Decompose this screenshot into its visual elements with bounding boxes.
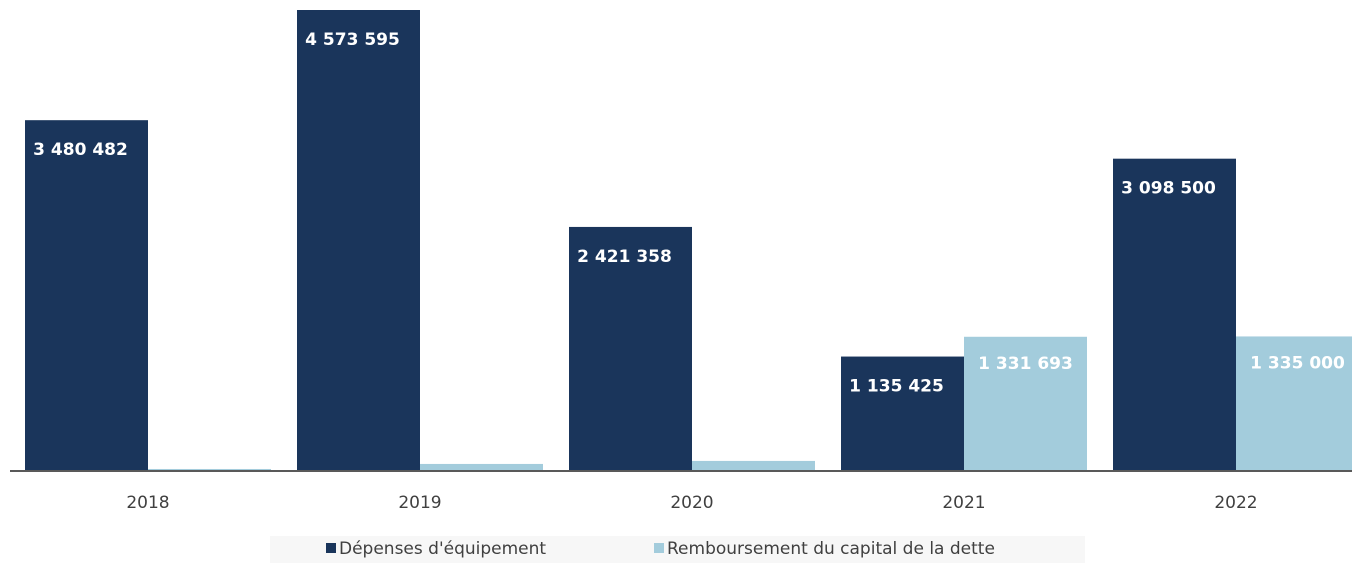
bar xyxy=(25,120,148,471)
legend-label: Dépenses d'équipement xyxy=(339,539,546,559)
bar xyxy=(692,460,815,471)
bar xyxy=(148,468,271,471)
value-label: 3 098 500 xyxy=(1121,179,1216,199)
bar xyxy=(841,356,964,471)
bar xyxy=(964,336,1087,471)
bar xyxy=(569,226,692,471)
bar xyxy=(297,10,420,471)
legend-swatch xyxy=(654,543,664,553)
bar xyxy=(1113,158,1236,471)
value-label: 1 135 425 xyxy=(849,377,944,397)
bar xyxy=(420,463,543,471)
x-tick-label: 2020 xyxy=(670,493,713,513)
x-tick-label: 2021 xyxy=(942,493,985,513)
value-label: 2 421 358 xyxy=(577,247,672,267)
x-tick-label: 2018 xyxy=(126,493,169,513)
value-label: 1 335 000 xyxy=(1250,353,1345,373)
legend-label: Remboursement du capital de la dette xyxy=(667,539,995,559)
legend-background xyxy=(270,536,1085,563)
value-label: 4 573 595 xyxy=(305,30,400,50)
x-tick-label: 2019 xyxy=(398,493,441,513)
legend-swatch xyxy=(326,543,336,553)
value-label: 1 331 693 xyxy=(978,354,1073,374)
bar xyxy=(1236,336,1352,471)
x-tick-label: 2022 xyxy=(1214,493,1257,513)
value-label: 3 480 482 xyxy=(33,140,128,160)
